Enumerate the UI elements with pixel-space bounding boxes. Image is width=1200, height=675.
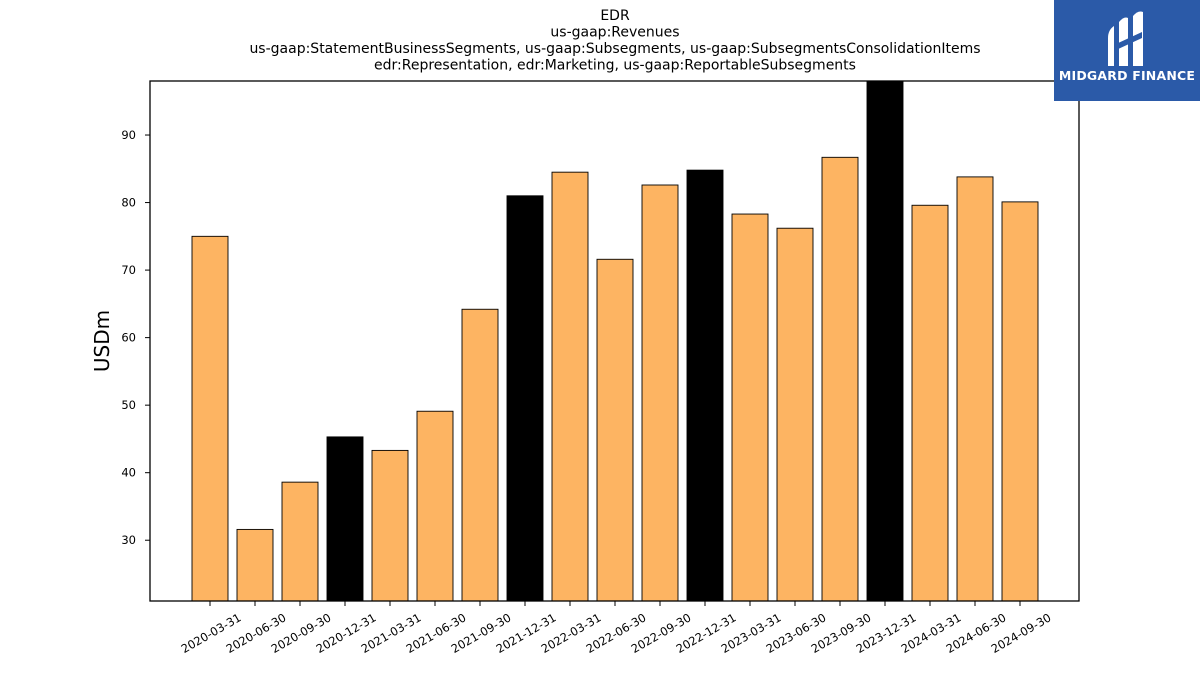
bar-2023-12-31	[866, 80, 904, 602]
y-tick-label: 60	[121, 331, 136, 345]
y-tick-label: 40	[121, 466, 136, 480]
title-line: edr:Representation, edr:Marketing, us-ga…	[374, 58, 856, 74]
bar-2021-12-31	[506, 195, 544, 602]
bar-2023-09-30	[821, 156, 859, 602]
bar-2021-06-30	[416, 410, 454, 602]
bar-2024-06-30	[956, 176, 994, 602]
bar-2020-12-31	[326, 436, 364, 602]
bar-2024-03-31	[911, 204, 949, 602]
y-tick-label: 80	[121, 196, 136, 210]
chart-title: EDRus-gaap:Revenuesus-gaap:StatementBusi…	[249, 8, 980, 74]
midgard-finance-logo: MIDGARD FINANCE	[1054, 0, 1200, 101]
y-tick-label: 90	[121, 128, 136, 142]
bar-2021-09-30	[461, 308, 499, 602]
brand-name: MIDGARD FINANCE	[1058, 68, 1196, 83]
y-tick-label: 50	[121, 398, 136, 412]
y-tick-label: 30	[121, 533, 136, 547]
bar-2022-09-30	[641, 184, 679, 602]
bar-2020-09-30	[281, 481, 319, 602]
bar-2024-09-30	[1001, 201, 1039, 602]
bars	[191, 80, 1039, 602]
bar-2023-06-30	[776, 227, 814, 602]
title-line: us-gaap:StatementBusinessSegments, us-ga…	[249, 41, 980, 57]
title-line: EDR	[600, 8, 630, 24]
bar-2020-03-31	[191, 235, 229, 602]
bar-2022-03-31	[551, 171, 589, 602]
bar-2022-06-30	[596, 258, 634, 602]
midgard-mark-icon	[1108, 11, 1143, 66]
bar-2022-12-31	[686, 169, 724, 602]
y-axis: 30 40 50 60 70 80 90	[121, 128, 150, 547]
title-line: us-gaap:Revenues	[550, 25, 679, 41]
x-axis: 2020-03-312020-06-302020-09-302020-12-31…	[179, 601, 1054, 656]
bar-2020-06-30	[236, 528, 274, 602]
bar-2023-03-31	[731, 213, 769, 602]
bar-2021-03-31	[371, 449, 409, 602]
y-axis-label: USDm	[90, 310, 114, 372]
plot-frame	[149, 80, 1080, 602]
y-tick-label: 70	[121, 263, 136, 277]
